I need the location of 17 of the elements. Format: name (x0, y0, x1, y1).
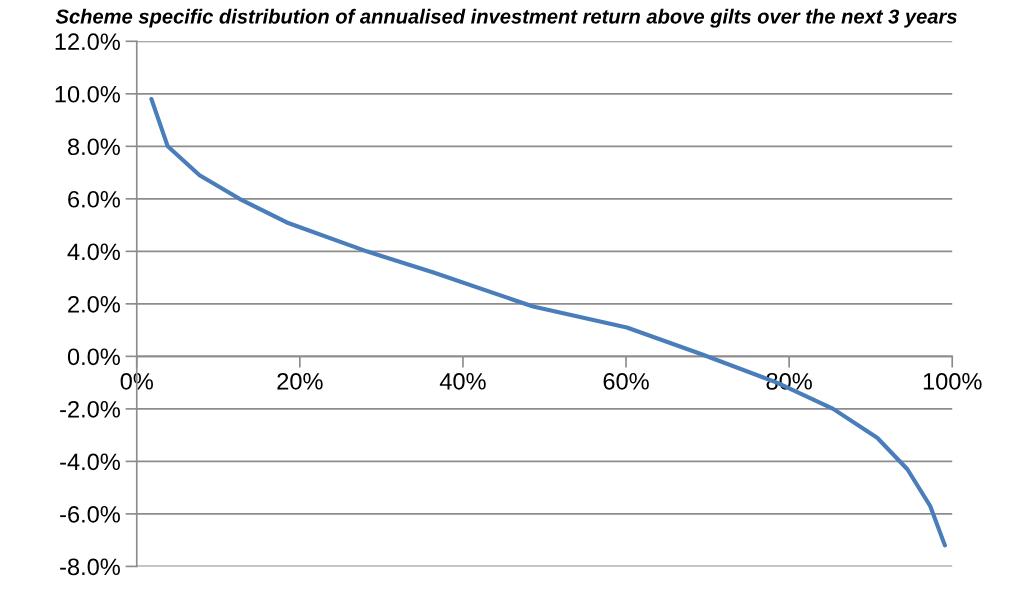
y-tick-label: -8.0% (60, 558, 120, 576)
y-tick-label: 8.0% (67, 138, 120, 156)
x-tick-label: 60% (603, 372, 649, 390)
x-tick-label: 40% (439, 372, 486, 390)
x-tick-label: 20% (277, 372, 323, 390)
y-tick-label: 6.0% (68, 190, 120, 208)
y-tick-label: -6.0% (60, 505, 120, 523)
y-tick-label: 12.0% (55, 33, 120, 51)
x-tick-label: 0% (120, 372, 153, 390)
y-tick-label: -2.0% (60, 400, 120, 418)
y-tick-label: 10.0% (55, 85, 120, 103)
y-tick-label: 0.0% (67, 348, 120, 366)
y-tick-label: 2.0% (68, 295, 120, 313)
y-tick-label: 4.0% (67, 243, 120, 261)
y-tick-label: -4.0% (60, 453, 120, 471)
chart-title: Scheme specific distribution of annualised investment return above gilts over the next 3 years (55, 8, 957, 28)
x-tick-label: 100% (923, 372, 982, 390)
